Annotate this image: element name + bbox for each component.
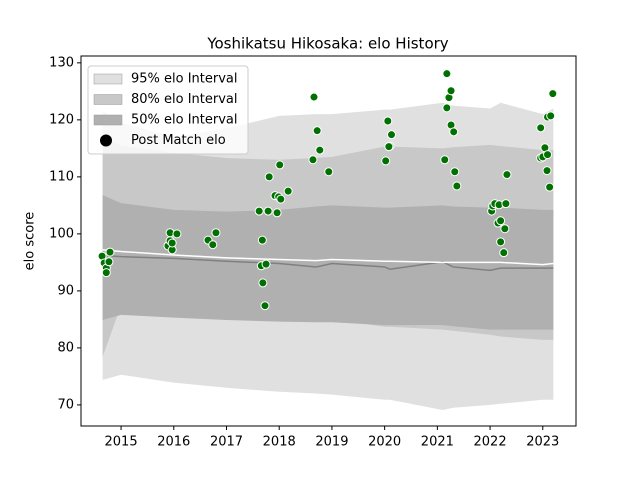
- y-tick-label: 130: [49, 55, 74, 70]
- y-tick-label: 110: [49, 169, 74, 184]
- match-point: [315, 145, 325, 155]
- match-point: [101, 268, 111, 278]
- match-point: [381, 156, 391, 166]
- match-point: [545, 182, 555, 192]
- match-point: [272, 208, 282, 218]
- plot-frame: [80, 55, 577, 427]
- match-point: [308, 155, 318, 165]
- match-point: [167, 238, 177, 248]
- match-point: [542, 166, 552, 176]
- match-point: [496, 216, 506, 226]
- y-tick-label: 100: [49, 226, 74, 241]
- y-tick-label: 120: [49, 112, 74, 127]
- trend-line: [102, 254, 554, 272]
- x-tick-label: 2016: [157, 435, 190, 450]
- match-point: [501, 199, 511, 209]
- match-point: [536, 123, 546, 133]
- match-point: [312, 126, 322, 136]
- match-point: [172, 229, 182, 239]
- match-point: [440, 155, 450, 165]
- match-point: [324, 167, 334, 177]
- match-point: [442, 103, 452, 113]
- match-point: [261, 259, 271, 269]
- legend-label: 80% elo Interval: [131, 92, 238, 107]
- legend-label: Post Match elo: [131, 133, 226, 148]
- match-point: [283, 186, 293, 196]
- legend-box: [87, 65, 249, 155]
- match-point: [450, 167, 460, 177]
- match-point: [442, 69, 452, 79]
- match-point: [275, 160, 285, 170]
- match-point: [104, 257, 114, 267]
- match-point: [546, 111, 556, 121]
- x-tick-label: 2019: [315, 435, 348, 450]
- match-point: [384, 142, 394, 152]
- x-tick-label: 2017: [210, 435, 243, 450]
- match-point: [211, 228, 221, 238]
- x-tick-label: 2023: [526, 435, 559, 450]
- legend-label: 50% elo Interval: [131, 113, 238, 128]
- x-tick-label: 2021: [421, 435, 454, 450]
- match-point: [263, 206, 273, 216]
- match-point: [502, 170, 512, 180]
- match-point: [449, 127, 459, 137]
- match-point: [548, 89, 558, 99]
- chart-title: Yoshikatsu Hikosaka: elo History: [206, 35, 448, 53]
- y-tick-label: 90: [57, 283, 74, 298]
- match-point: [260, 301, 270, 311]
- match-point: [208, 240, 218, 250]
- match-point: [452, 181, 462, 191]
- legend-marker: [100, 134, 112, 147]
- x-tick-label: 2022: [474, 435, 507, 450]
- match-point: [386, 130, 396, 140]
- match-point: [496, 237, 506, 247]
- legend-swatch: [93, 73, 123, 85]
- y-axis-label: elo score: [23, 212, 38, 271]
- match-point: [258, 278, 268, 288]
- match-point: [499, 248, 509, 258]
- y-tick-label: 70: [57, 397, 74, 412]
- match-point: [105, 247, 115, 257]
- match-point: [309, 92, 319, 102]
- match-point: [254, 206, 264, 216]
- match-point: [257, 235, 267, 245]
- match-point: [446, 86, 456, 96]
- match-point: [500, 224, 510, 234]
- legend-label: 95% elo Interval: [131, 72, 238, 87]
- match-point: [264, 172, 274, 182]
- match-point: [383, 116, 393, 126]
- x-tick-label: 2018: [263, 435, 296, 450]
- match-point: [276, 194, 286, 204]
- trend-line: [102, 249, 554, 266]
- x-tick-label: 2015: [105, 435, 138, 450]
- legend-swatch: [93, 114, 123, 126]
- y-tick-label: 80: [57, 340, 74, 355]
- match-point: [543, 150, 553, 160]
- legend-swatch: [93, 94, 123, 105]
- x-tick-label: 2020: [368, 435, 401, 450]
